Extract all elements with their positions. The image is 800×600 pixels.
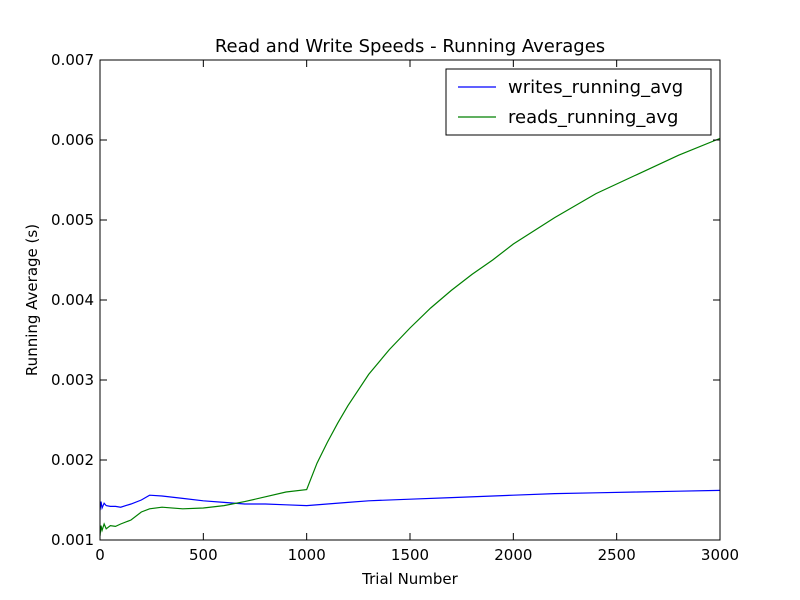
legend: writes_running_avg reads_running_avg (445, 68, 712, 136)
y-tick-label: 0.006 (51, 131, 94, 149)
x-tick-label: 3000 (701, 546, 739, 564)
series-line-reads-running-avg (100, 137, 720, 537)
y-tick-label: 0.007 (51, 51, 94, 69)
legend-box (445, 68, 712, 136)
y-tick-label: 0.004 (51, 291, 94, 309)
y-axis-label: Running Average (s) (23, 224, 41, 376)
y-tick-label: 0.003 (51, 371, 94, 389)
x-tick-label: 1500 (391, 546, 429, 564)
x-tick-label: 2500 (598, 546, 636, 564)
y-tick-label: 0.002 (51, 451, 94, 469)
x-tick-label: 2000 (494, 546, 532, 564)
x-axis-label: Trial Number (361, 570, 459, 588)
x-axis-ticks: 0 500 1000 1500 2000 2500 3000 (95, 60, 739, 564)
plot-lines (100, 137, 720, 537)
x-tick-label: 500 (189, 546, 218, 564)
y-tick-label: 0.005 (51, 211, 94, 229)
y-axis-ticks: 0.001 0.002 0.003 0.004 0.005 0.006 0.007 (51, 51, 720, 549)
x-tick-label: 0 (95, 546, 105, 564)
x-tick-label: 1000 (288, 546, 326, 564)
legend-label: reads_running_avg (508, 107, 678, 128)
y-tick-label: 0.001 (51, 531, 94, 549)
chart-title: Read and Write Speeds - Running Averages (215, 36, 605, 57)
legend-label: writes_running_avg (508, 77, 683, 98)
